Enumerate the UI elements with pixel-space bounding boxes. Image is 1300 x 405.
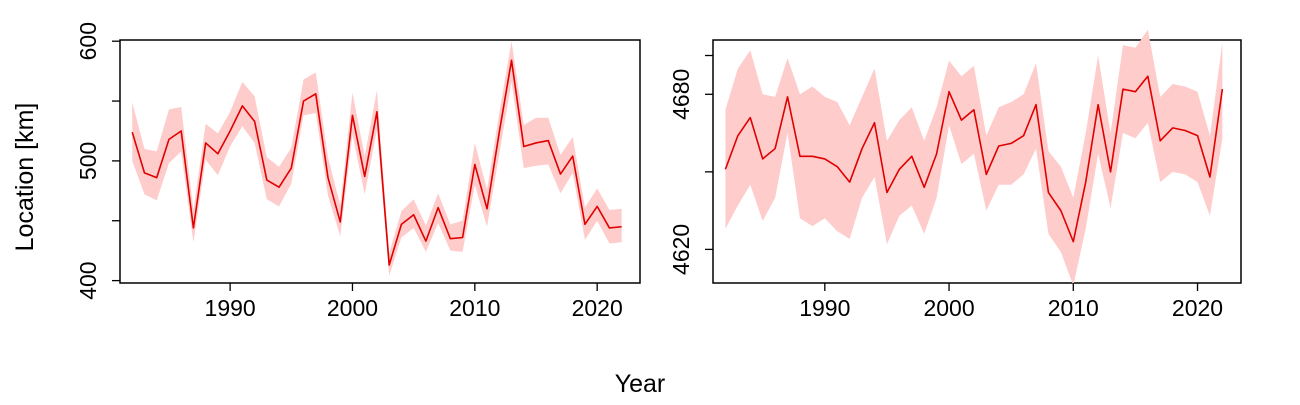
y-tick-label: 4680: [668, 69, 694, 120]
x-tick-label: 2020: [572, 295, 623, 321]
x-tick-label: 2020: [1172, 295, 1223, 321]
series-line: [131, 59, 622, 266]
plot-frame: [712, 39, 1242, 284]
y-axis-label: Location [km]: [11, 103, 39, 252]
x-tick-label: 2010: [449, 295, 500, 321]
x-tick-label: 2010: [1048, 295, 1099, 321]
left-panel: 1990 2000 2010 2020 400 500 600: [75, 22, 641, 321]
y-tick-label: 500: [75, 142, 101, 180]
x-tick-label: 1990: [205, 295, 256, 321]
right-panel: 1990 2000 2010 2020 4620 4680: [668, 29, 1242, 321]
x-tick-label: 2000: [327, 295, 378, 321]
x-tick-label: 2000: [923, 295, 974, 321]
y-tick-label: 600: [75, 22, 101, 60]
x-tick-label: 1990: [799, 295, 850, 321]
confidence-band: [725, 29, 1223, 286]
y-tick-label: 4620: [668, 224, 694, 275]
series-line: [724, 75, 1224, 243]
x-axis-label: Year: [615, 370, 666, 398]
confidence-band: [132, 41, 622, 276]
y-tick-label: 400: [75, 261, 101, 299]
